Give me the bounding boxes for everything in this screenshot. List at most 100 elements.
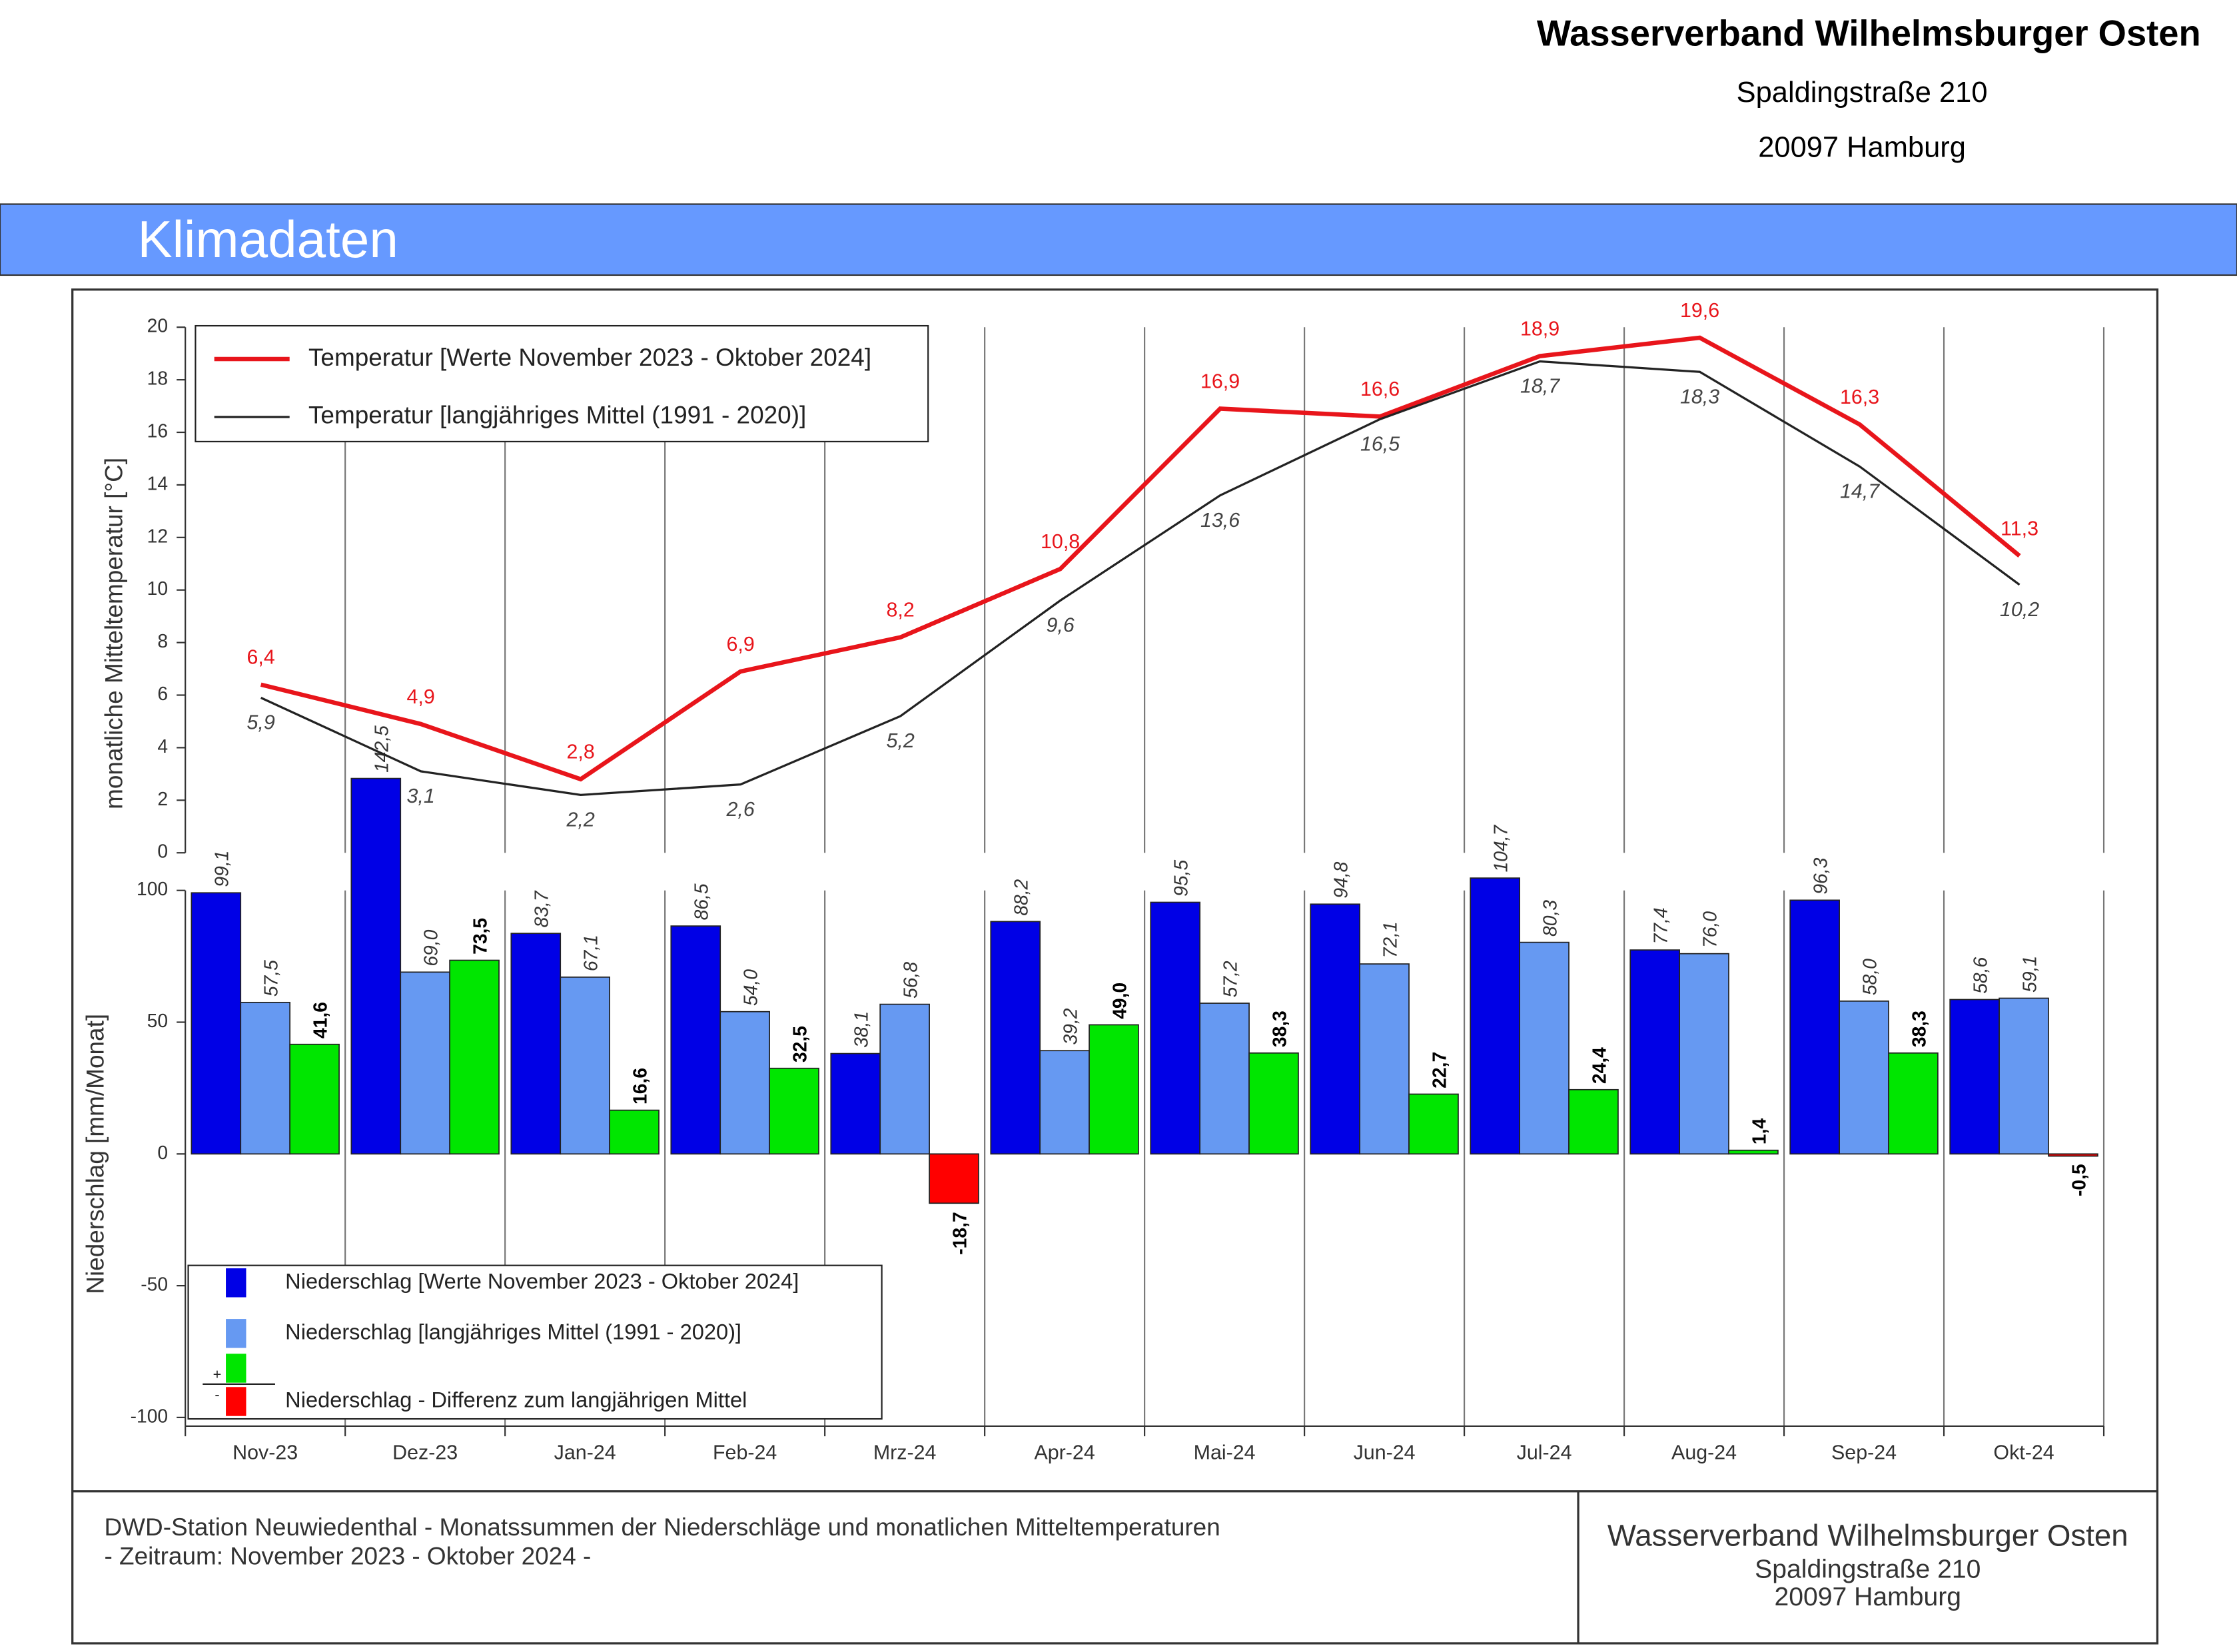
bar <box>1199 1003 1250 1155</box>
footer-text: DWD-Station Neuwiedenthal - Monatssummen… <box>104 1513 1220 1541</box>
bar <box>879 1003 930 1155</box>
banner <box>0 203 2237 276</box>
point-label: 9,6 <box>1046 614 1074 637</box>
bar <box>191 892 242 1155</box>
x-tick-label: Jul-24 <box>1517 1441 1572 1463</box>
bar <box>609 1109 660 1155</box>
bar-value-label: 24,4 <box>1588 1047 1609 1084</box>
bar-value-label: 49,0 <box>1109 983 1130 1019</box>
point-label: 18,3 <box>1680 385 1719 408</box>
x-tick-label: Feb-24 <box>713 1441 777 1463</box>
y-tick-label: 16 <box>147 420 168 441</box>
point-label: 2,2 <box>566 809 595 831</box>
temperature-line <box>260 335 2021 782</box>
bar <box>240 1001 291 1155</box>
header-city: 20097 Hamburg <box>1758 131 1966 163</box>
legend-label: Temperatur [Werte November 2023 - Oktobe… <box>308 344 871 371</box>
bar-value-label: 58,6 <box>1969 957 1991 994</box>
legend-label: Temperatur [langjähriges Mittel (1991 - … <box>308 402 806 429</box>
y-axis-label: Niederschlag [mm/Monat] <box>81 1014 109 1294</box>
bar-value-label: -18,7 <box>949 1212 970 1254</box>
bar <box>1310 903 1361 1155</box>
bar <box>830 1052 881 1155</box>
frame <box>71 288 2159 1645</box>
legend-label: Niederschlag - Differenz zum langjährige… <box>285 1388 747 1412</box>
bar-value-label: 80,3 <box>1539 900 1560 937</box>
header-org: Wasserverband Wilhelmsburger Osten <box>1537 13 2201 54</box>
point-label: 14,7 <box>1840 480 1880 502</box>
bar-value-label: 38,3 <box>1268 1011 1290 1047</box>
legend-swatch <box>226 1354 246 1383</box>
bar-value-label: 57,2 <box>1219 961 1240 997</box>
bar <box>1789 899 1840 1155</box>
bar-value-label: 57,5 <box>260 960 282 997</box>
bar <box>2048 1153 2098 1157</box>
bar <box>510 933 562 1155</box>
bar <box>1629 949 1680 1155</box>
legend-sign: - <box>215 1386 219 1403</box>
bar <box>990 921 1041 1155</box>
y-tick-label: 12 <box>147 525 168 546</box>
bar <box>1039 1050 1090 1155</box>
header-street: Spaldingstraße 210 <box>1737 77 1988 109</box>
bar-value-label: 94,8 <box>1330 861 1352 898</box>
bar <box>1728 1149 1779 1155</box>
banner-title: Klimadaten <box>137 210 398 268</box>
point-label: 11,3 <box>2001 517 2038 540</box>
bar-value-label: 32,5 <box>789 1026 810 1062</box>
bar-value-label: 22,7 <box>1428 1052 1450 1088</box>
point-label: 16,3 <box>1840 386 1879 408</box>
bar-value-label: 16,6 <box>629 1068 650 1104</box>
bar-value-label: 77,4 <box>1650 907 1671 944</box>
footer-street: Spaldingstraße 210 <box>1755 1555 1981 1584</box>
bar-value-label: 95,5 <box>1170 860 1192 897</box>
legend-box <box>187 1264 883 1420</box>
y-tick-label: 14 <box>147 472 168 494</box>
bar <box>449 959 500 1155</box>
point-label: 16,9 <box>1200 370 1240 392</box>
bar-value-label: 41,6 <box>309 1002 330 1038</box>
point-label: 5,9 <box>247 711 275 734</box>
bar <box>1568 1088 1619 1155</box>
bar <box>1408 1093 1459 1155</box>
y-tick-label: 20 <box>147 315 168 336</box>
point-label: 16,6 <box>1360 378 1400 400</box>
bar <box>1248 1052 1299 1155</box>
bar <box>929 1153 979 1204</box>
bar <box>1359 963 1410 1155</box>
bar-value-label: 83,7 <box>531 890 552 927</box>
bar-value-label: 38,3 <box>1908 1011 1929 1047</box>
y-tick-label: 0 <box>157 841 168 862</box>
legend-label: Niederschlag [langjähriges Mittel (1991 … <box>285 1319 741 1344</box>
bar <box>719 1011 770 1155</box>
bar-value-label: 58,0 <box>1859 959 1880 995</box>
point-label: 10,8 <box>1041 530 1080 553</box>
bar <box>1089 1024 1139 1155</box>
y-tick-label: 10 <box>147 578 168 599</box>
bar-value-label: 1,4 <box>1748 1118 1769 1145</box>
x-tick-label: Aug-24 <box>1671 1441 1737 1463</box>
bar-value-label: 67,1 <box>580 935 602 971</box>
bar <box>400 971 451 1155</box>
bar-value-label: 104,7 <box>1490 824 1512 872</box>
bar <box>1949 999 2000 1155</box>
bar <box>1470 877 1521 1155</box>
bar-value-label: 39,2 <box>1059 1008 1081 1044</box>
legend-box <box>195 324 929 443</box>
y-tick-label: 100 <box>137 878 168 899</box>
bar-value-label: 76,0 <box>1699 911 1720 948</box>
y-tick-label: 50 <box>147 1010 168 1031</box>
point-label: 5,2 <box>886 729 914 752</box>
bar <box>1679 953 1729 1155</box>
legend-label: Niederschlag [Werte November 2023 - Okto… <box>285 1268 799 1293</box>
bar <box>350 777 402 1155</box>
y-tick-label: 4 <box>157 735 168 757</box>
x-tick-label: Jan-24 <box>554 1441 616 1463</box>
point-label: 6,4 <box>247 646 275 669</box>
bar <box>670 925 721 1155</box>
x-tick-label: Sep-24 <box>1831 1441 1897 1463</box>
footer-text: - Zeitraum: November 2023 - Oktober 2024… <box>104 1542 591 1569</box>
x-tick-label: Mai-24 <box>1194 1441 1256 1463</box>
